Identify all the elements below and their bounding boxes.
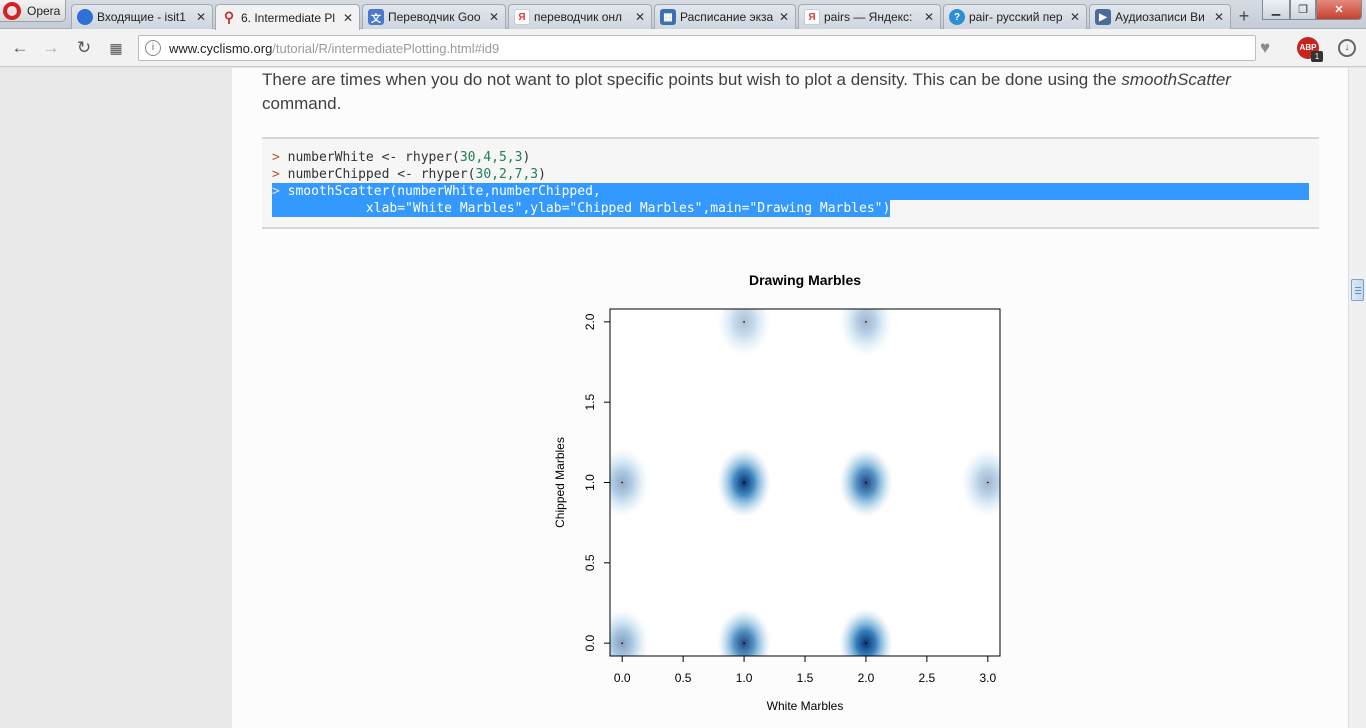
outlier-point: [621, 642, 623, 644]
forward-icon[interactable]: →: [42, 38, 60, 57]
tab-label: Входящие - isit1: [97, 10, 186, 24]
intro-emphasis: smoothScatter: [1121, 70, 1231, 89]
outlier-point: [743, 642, 745, 644]
density-blob: [837, 309, 894, 358]
density-blob: [716, 309, 773, 358]
x-axis-label: White Marbles: [767, 699, 844, 713]
dictionary-icon: ?: [949, 9, 965, 25]
site-info-icon[interactable]: i: [145, 40, 161, 56]
tab-intermediate-plotting[interactable]: ⚲ 6. Intermediate Pl ✕: [215, 4, 360, 30]
code-line-2: > numberChipped <- rhyper(30,2,7,3): [272, 167, 546, 182]
density-blob: [959, 446, 1000, 519]
density-blob: [837, 607, 894, 656]
density-blob: [716, 607, 773, 656]
outlier-point: [621, 481, 623, 484]
y-tick-label: 2.0: [583, 313, 597, 330]
address-bar: ← → ↻ ▦ i www.cyclismo.org/tutorial/R/in…: [0, 29, 1366, 67]
back-icon[interactable]: ←: [11, 38, 29, 57]
vertical-scrollbar[interactable]: [1348, 68, 1366, 728]
pin-icon: ⚲: [223, 9, 235, 25]
yandex-icon: Я: [514, 9, 530, 25]
adblock-count-badge: 1: [1311, 51, 1323, 62]
x-tick-label: 2.5: [919, 671, 936, 685]
code-line-4: xlab="White Marbles",ylab="Chipped Marbl…: [272, 200, 891, 217]
tab-yandex-pairs[interactable]: Я pairs — Яндекс: ✕: [798, 4, 941, 29]
tab-inbox[interactable]: Входящие - isit1 ✕: [71, 4, 213, 29]
x-tick-label: 0.0: [614, 671, 631, 685]
tab-online-translator[interactable]: Я переводчик онл ✕: [508, 4, 652, 29]
play-icon: ▶: [1095, 9, 1111, 25]
outlier-point: [743, 481, 745, 484]
tab-label: Переводчик Goo: [388, 10, 481, 24]
x-tick-label: 1.0: [736, 671, 753, 685]
tab-label: pairs — Яндекс:: [824, 10, 913, 24]
new-tab-button[interactable]: +: [1238, 6, 1250, 26]
close-icon[interactable]: ✕: [342, 10, 354, 25]
smooth-scatter-plot: Drawing Marbles 0.0 0.5 1.0 1.5 2.0 2.5 3.0 0.0 0…: [553, 272, 1001, 713]
intro-paragraph: There are times when you do not want to …: [262, 70, 1231, 113]
x-tick-label: 2.0: [858, 671, 875, 685]
tab-audio-records[interactable]: ▶ Аудиозаписи Ви ✕: [1089, 4, 1231, 29]
x-tick-label: 0.5: [675, 671, 692, 685]
code-block[interactable]: > numberWhite <- rhyper(30,4,5,3) > numb…: [262, 137, 1319, 229]
url-field[interactable]: i www.cyclismo.org/tutorial/R/intermedia…: [138, 35, 1256, 61]
yandex-icon: Я: [804, 9, 820, 25]
y-tick-label: 1.5: [583, 394, 597, 411]
opera-menu-button[interactable]: Opera: [0, 0, 66, 22]
close-icon[interactable]: ✕: [778, 10, 790, 24]
outlier-point: [865, 321, 867, 323]
y-tick-label: 0.0: [583, 634, 597, 651]
schedule-icon: ▦: [660, 9, 676, 25]
speed-dial-icon[interactable]: ▦: [109, 40, 123, 56]
tab-label: pair- русский пер: [969, 10, 1063, 24]
density-blob: [610, 446, 651, 519]
plot-title: Drawing Marbles: [749, 272, 861, 288]
mail-icon: [77, 9, 93, 25]
close-icon[interactable]: ✕: [195, 10, 207, 24]
translate-icon: 文: [368, 9, 384, 25]
tab-label: 6. Intermediate Pl: [241, 10, 336, 25]
plot-background: [610, 309, 1000, 656]
opera-menu-label: Opera: [27, 3, 61, 18]
y-axis-label: Chipped Marbles: [553, 437, 567, 528]
minimize-button[interactable]: ▁: [1262, 0, 1290, 20]
close-icon[interactable]: ✕: [923, 10, 935, 24]
y-tick-label: 0.5: [583, 554, 597, 571]
outlier-point: [865, 481, 867, 484]
outlier-point: [865, 642, 867, 644]
download-icon[interactable]: ↓: [1338, 39, 1356, 57]
density-blob: [610, 607, 651, 656]
x-tick-label: 3.0: [979, 671, 996, 685]
tab-pair-dictionary[interactable]: ? pair- русский пер ✕: [943, 4, 1087, 29]
tab-label: Аудиозаписи Ви: [1115, 10, 1205, 24]
reload-icon[interactable]: ↻: [76, 38, 92, 57]
outlier-point: [743, 321, 745, 323]
tab-google-translate[interactable]: 文 Переводчик Goo ✕: [362, 4, 506, 29]
tab-label: переводчик онл: [534, 10, 623, 24]
y-tick-label: 1.0: [583, 474, 597, 491]
page-viewport: There are times when you do not want to …: [0, 68, 1348, 728]
x-tick-label: 1.5: [797, 671, 814, 685]
close-window-button[interactable]: ✕: [1316, 0, 1362, 20]
close-icon[interactable]: ✕: [488, 10, 500, 24]
scrollbar-thumb[interactable]: [1351, 279, 1364, 301]
code-line-3: > smoothScatter(numberWhite,numberChippe…: [272, 184, 601, 199]
opera-logo-icon: [3, 1, 21, 20]
tab-label: Расписание экза: [680, 10, 774, 24]
tab-exam-schedule[interactable]: ▦ Расписание экза ✕: [654, 4, 796, 29]
bookmark-heart-icon[interactable]: ♥: [1260, 38, 1271, 57]
density-layer: [610, 309, 1000, 656]
tab-bar: Opera Входящие - isit1 ✕ ⚲ 6. Intermedia…: [0, 0, 1366, 30]
selection-highlight: [272, 183, 1309, 200]
code-line-1: > numberWhite <- rhyper(30,4,5,3): [272, 150, 531, 165]
close-icon[interactable]: ✕: [634, 10, 646, 24]
close-icon[interactable]: ✕: [1069, 10, 1081, 24]
url-text: www.cyclismo.org/tutorial/R/intermediate…: [169, 40, 500, 56]
close-icon[interactable]: ✕: [1213, 10, 1225, 24]
maximize-button[interactable]: ❐: [1290, 0, 1316, 20]
content-column: There are times when you do not want to …: [232, 68, 1348, 728]
outlier-point: [987, 481, 989, 484]
